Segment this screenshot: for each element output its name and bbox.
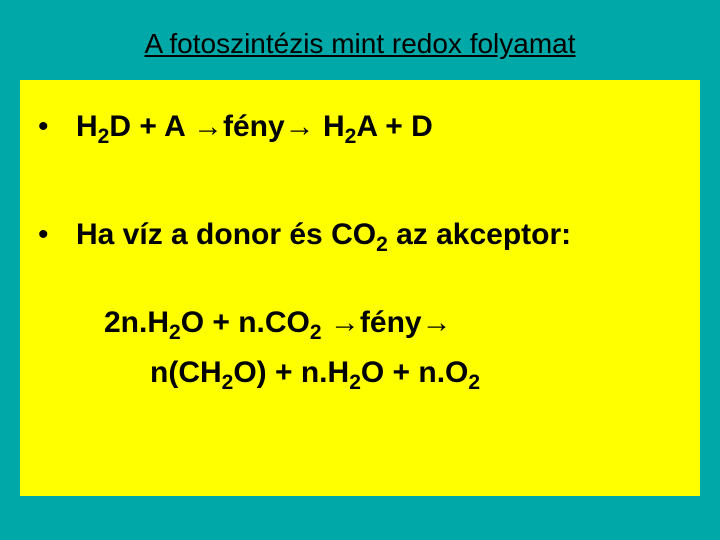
equation-2a: 2n.H2O + n.CO2 →fény→: [38, 306, 682, 340]
bullet-symbol: •: [38, 218, 76, 252]
bullet-equation-1: • H2D + A →fény→ H2A + D: [38, 110, 682, 144]
bullet-symbol: •: [38, 110, 76, 144]
equation-2b: n(CH2O) + n.H2O + n.O2: [38, 356, 682, 390]
slide-title: A fotoszintézis mint redox folyamat: [0, 0, 720, 80]
equation-1-text: H2D + A →fény→ H2A + D: [76, 110, 433, 144]
content-panel: • H2D + A →fény→ H2A + D • Ha víz a dono…: [20, 80, 700, 496]
condition-text: Ha víz a donor és CO2 az akceptor:: [76, 218, 571, 252]
bullet-condition: • Ha víz a donor és CO2 az akceptor:: [38, 218, 682, 252]
spacer: [38, 160, 682, 218]
spacer: [38, 268, 682, 306]
